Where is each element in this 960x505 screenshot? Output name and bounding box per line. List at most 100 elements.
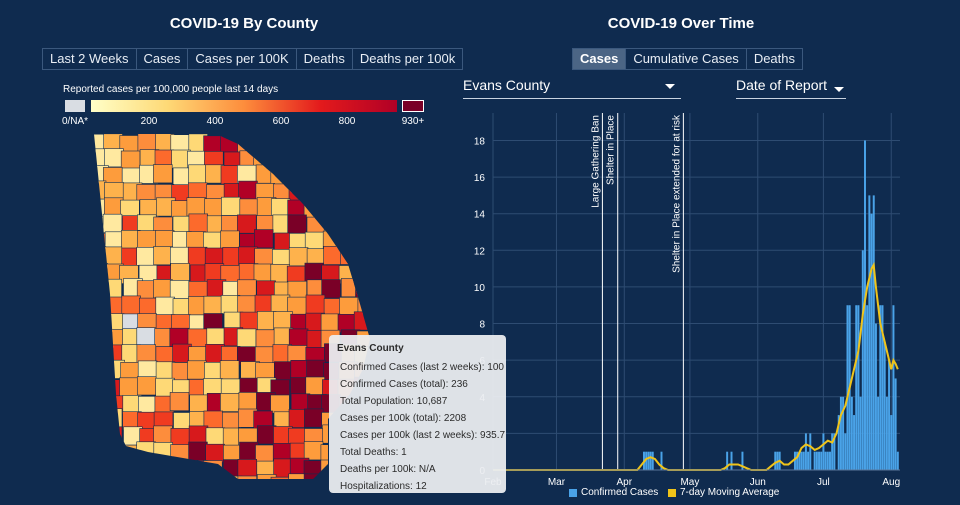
county-shape[interactable] <box>356 134 373 153</box>
county-shape[interactable] <box>270 294 291 314</box>
county-shape[interactable] <box>169 280 190 299</box>
county-shape[interactable] <box>136 344 157 364</box>
county-shape[interactable] <box>102 442 122 462</box>
county-shape[interactable] <box>270 166 290 186</box>
county-shape[interactable] <box>220 165 241 185</box>
county-shape[interactable] <box>239 198 259 218</box>
county-shape[interactable] <box>219 360 240 380</box>
county-shape[interactable] <box>205 443 225 463</box>
county-shape[interactable] <box>170 444 190 464</box>
county-shape[interactable] <box>136 475 157 492</box>
county-shape[interactable] <box>88 360 107 380</box>
county-shape[interactable] <box>303 149 324 169</box>
county-shape[interactable] <box>356 232 373 252</box>
county-shape[interactable] <box>153 442 173 461</box>
county-shape[interactable] <box>89 343 109 363</box>
county-shape[interactable] <box>221 196 241 216</box>
county-shape[interactable] <box>304 262 324 282</box>
county-shape[interactable] <box>170 263 190 282</box>
county-shape[interactable] <box>340 214 361 234</box>
county-shape[interactable] <box>320 313 341 333</box>
county-shape[interactable] <box>324 183 344 203</box>
county-shape[interactable] <box>188 476 209 492</box>
county-shape[interactable] <box>121 295 141 315</box>
county-shape[interactable] <box>169 327 189 347</box>
county-shape[interactable] <box>220 230 240 250</box>
county-shape[interactable] <box>89 426 109 446</box>
county-shape[interactable] <box>188 441 208 461</box>
county-shape[interactable] <box>102 213 123 233</box>
county-shape[interactable] <box>88 180 107 200</box>
county-shape[interactable] <box>288 473 308 492</box>
county-shape[interactable] <box>238 392 258 411</box>
county-shape[interactable] <box>306 134 327 152</box>
county-shape[interactable] <box>271 149 291 169</box>
county-shape[interactable] <box>88 233 107 253</box>
tab-deaths-per-100k[interactable]: Deaths per 100k <box>351 49 462 69</box>
county-shape[interactable] <box>305 294 326 314</box>
county-shape[interactable] <box>305 376 325 396</box>
county-shape[interactable] <box>102 408 123 428</box>
county-shape[interactable] <box>271 198 291 218</box>
county-shape[interactable] <box>136 459 157 479</box>
county-shape[interactable] <box>237 458 257 478</box>
county-shape[interactable] <box>169 392 190 411</box>
county-shape[interactable] <box>186 197 207 217</box>
county-shape[interactable] <box>270 264 290 283</box>
county-shape[interactable] <box>354 261 373 281</box>
county-shape[interactable] <box>253 263 274 283</box>
county-shape[interactable] <box>270 476 291 492</box>
county-shape[interactable] <box>274 361 294 381</box>
county-shape[interactable] <box>88 311 107 330</box>
county-shape[interactable] <box>237 134 257 153</box>
county-shape[interactable] <box>188 425 209 445</box>
county-shape[interactable] <box>188 459 208 479</box>
county-shape[interactable] <box>203 476 223 492</box>
county-shape[interactable] <box>153 279 173 299</box>
county-shape[interactable] <box>88 246 107 266</box>
county-shape[interactable] <box>303 198 324 218</box>
tab-last-2-weeks[interactable]: Last 2 Weeks <box>50 51 129 66</box>
county-shape[interactable] <box>106 459 126 479</box>
county-shape[interactable] <box>205 427 226 447</box>
tab-deaths[interactable]: Deaths <box>295 49 352 69</box>
county-shape[interactable] <box>237 214 257 234</box>
county-shape[interactable] <box>321 279 341 299</box>
county-shape[interactable] <box>304 408 324 428</box>
county-shape[interactable] <box>303 441 324 461</box>
county-shape[interactable] <box>255 329 276 349</box>
county-shape[interactable] <box>136 441 156 461</box>
county-shape[interactable] <box>341 231 361 251</box>
county-select[interactable]: Evans County <box>463 77 681 99</box>
county-shape[interactable] <box>102 246 123 266</box>
county-shape[interactable] <box>306 165 326 185</box>
county-shape[interactable] <box>340 134 361 153</box>
county-shape[interactable] <box>120 150 141 170</box>
county-shape[interactable] <box>321 197 342 217</box>
county-shape[interactable] <box>237 475 257 492</box>
county-shape[interactable] <box>187 246 208 266</box>
county-shape[interactable] <box>286 167 307 187</box>
county-shape[interactable] <box>339 181 360 201</box>
county-shape[interactable] <box>90 280 109 300</box>
county-shape[interactable] <box>220 134 240 153</box>
county-shape[interactable] <box>323 214 344 234</box>
county-shape[interactable] <box>153 246 173 266</box>
county-shape[interactable] <box>206 327 226 347</box>
county-shape[interactable] <box>270 394 290 414</box>
county-shape[interactable] <box>155 230 175 250</box>
county-shape[interactable] <box>254 229 274 249</box>
county-shape[interactable] <box>90 409 109 429</box>
county-shape[interactable] <box>289 149 310 168</box>
county-shape[interactable] <box>237 279 257 299</box>
county-shape[interactable] <box>236 328 257 348</box>
county-shape[interactable] <box>220 295 241 314</box>
county-shape[interactable] <box>357 200 373 220</box>
county-shape[interactable] <box>323 166 343 186</box>
county-shape[interactable] <box>122 476 143 492</box>
county-shape[interactable] <box>104 148 124 168</box>
county-shape[interactable] <box>187 360 207 380</box>
county-shape[interactable] <box>153 425 173 445</box>
county-shape[interactable] <box>188 164 208 184</box>
county-shape[interactable] <box>89 295 109 315</box>
